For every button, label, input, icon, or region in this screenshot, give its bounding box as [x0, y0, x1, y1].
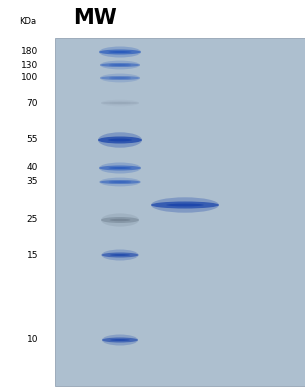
Ellipse shape — [99, 177, 141, 186]
Ellipse shape — [110, 339, 130, 341]
Ellipse shape — [108, 138, 132, 142]
Text: 70: 70 — [27, 99, 38, 108]
Ellipse shape — [109, 64, 131, 66]
Ellipse shape — [110, 254, 130, 256]
Ellipse shape — [99, 165, 141, 170]
Text: 130: 130 — [21, 60, 38, 69]
Ellipse shape — [109, 167, 131, 169]
Ellipse shape — [101, 101, 139, 105]
Text: 35: 35 — [27, 177, 38, 186]
Ellipse shape — [102, 335, 138, 346]
Ellipse shape — [109, 219, 131, 221]
Ellipse shape — [102, 337, 138, 342]
Ellipse shape — [109, 103, 131, 104]
Ellipse shape — [102, 252, 138, 257]
Ellipse shape — [101, 100, 139, 106]
Ellipse shape — [100, 76, 140, 80]
Text: 10: 10 — [27, 335, 38, 344]
Ellipse shape — [100, 60, 140, 69]
Ellipse shape — [101, 217, 139, 223]
Ellipse shape — [98, 136, 142, 144]
Ellipse shape — [109, 51, 131, 53]
Text: 100: 100 — [21, 73, 38, 83]
Ellipse shape — [98, 132, 142, 148]
Text: 15: 15 — [27, 250, 38, 259]
Ellipse shape — [166, 204, 204, 206]
Ellipse shape — [100, 63, 140, 67]
Ellipse shape — [151, 197, 219, 213]
Text: 55: 55 — [27, 135, 38, 145]
Ellipse shape — [101, 213, 139, 227]
Ellipse shape — [99, 46, 141, 57]
Text: KDa: KDa — [19, 18, 36, 27]
Ellipse shape — [102, 250, 138, 261]
Bar — [55, 38, 305, 386]
Ellipse shape — [99, 50, 141, 55]
Ellipse shape — [109, 77, 131, 79]
Text: 25: 25 — [27, 216, 38, 225]
Ellipse shape — [99, 163, 141, 174]
Text: 180: 180 — [21, 48, 38, 57]
Ellipse shape — [99, 180, 141, 184]
Text: 40: 40 — [27, 163, 38, 172]
Ellipse shape — [100, 74, 140, 82]
Ellipse shape — [109, 181, 131, 183]
Ellipse shape — [151, 202, 219, 209]
Text: MW: MW — [73, 8, 117, 28]
